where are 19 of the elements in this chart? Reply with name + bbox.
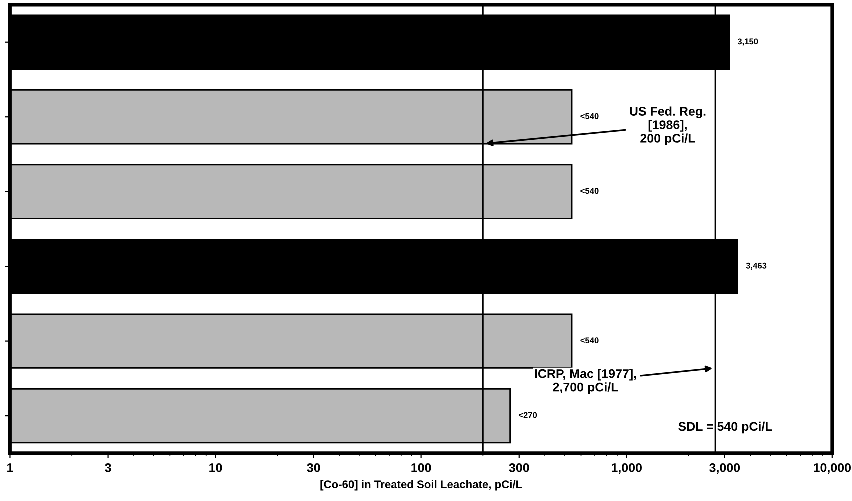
data-label: <540 [580, 188, 599, 194]
x-tick-label: 10,000 [814, 463, 852, 474]
x-tick-label: 1,000 [612, 463, 642, 474]
data-label: 3,150 [738, 38, 758, 46]
data-label: <540 [580, 338, 599, 344]
x-tick-label: 3 [105, 463, 112, 472]
ref-line-label: ICRP, Mac [1977], 2,700 pCi/L [535, 369, 636, 394]
annotation: SDL = 540 pCi/L [678, 422, 772, 434]
ref-line-label: US Fed. Reg. [1986], 200 pCi/L [630, 106, 706, 146]
x-tick-label: 3,000 [710, 463, 740, 474]
x-tick-label: 100 [412, 463, 432, 472]
data-label: <540 [580, 113, 599, 120]
x-tick-label: 10 [210, 463, 222, 472]
x-tick-label: 300 [509, 463, 530, 472]
x-tick-label: 1 [8, 464, 14, 472]
data-label: <270 [518, 412, 538, 418]
x-axis-title: [Co-60] in Treated Soil Leachate, pCi/L [320, 480, 522, 491]
data-label: 3,463 [746, 262, 767, 270]
x-tick-label: 30 [307, 463, 320, 472]
